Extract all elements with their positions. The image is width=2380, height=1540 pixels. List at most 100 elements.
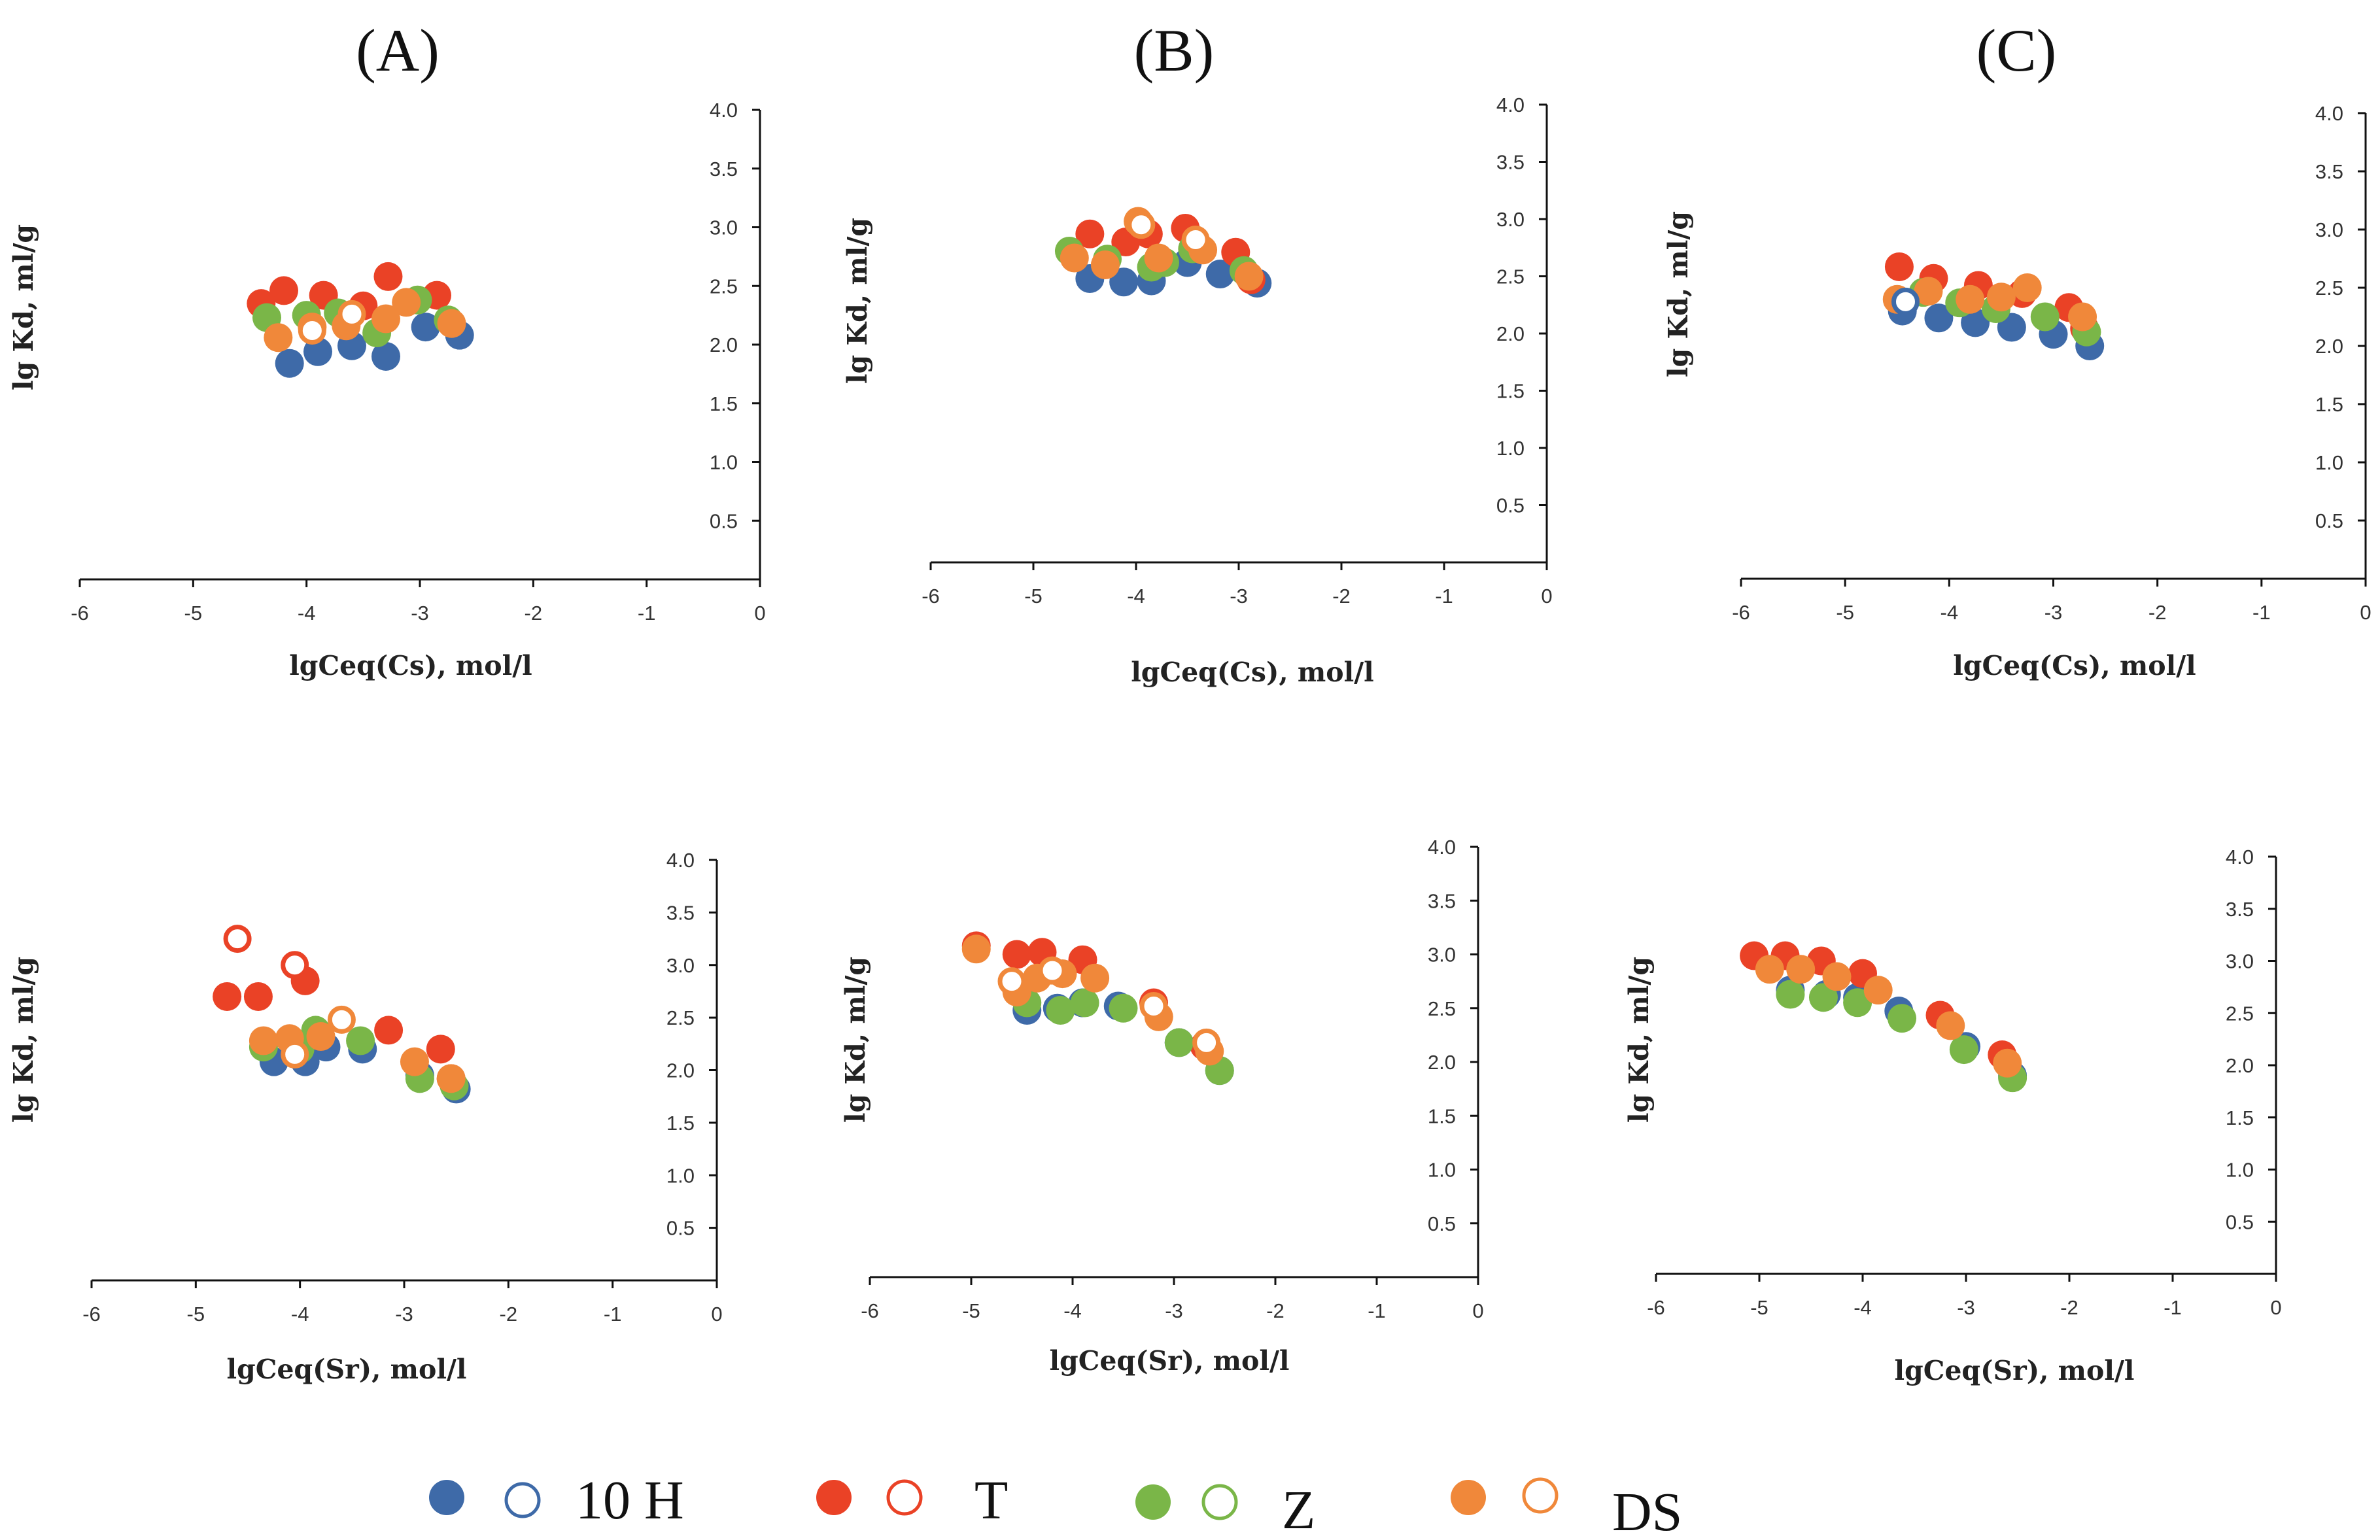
y-axis-label: lg Kd, ml/g (8, 224, 39, 390)
y-tick-label: 0.5 (1428, 1212, 1456, 1235)
data-point-ds (1090, 250, 1120, 279)
x-tick-label: 0 (2360, 601, 2371, 624)
x-tick-label: -5 (1024, 585, 1043, 607)
legend-marker-ds-open (1522, 1477, 1559, 1514)
y-tick-label: 2.0 (2226, 1054, 2254, 1077)
x-tick-label: 0 (2270, 1296, 2281, 1319)
data-point-ds-open (327, 1005, 356, 1034)
data-point-t-open (281, 951, 309, 980)
x-tick-label: -5 (962, 1299, 980, 1322)
chart-panel-5: -6 -5 -4 -3 -2 -1 0 0.5 1.0 1.5 2.0 2.5 3.0 3.5 4.0 lgC… (840, 836, 1484, 1377)
x-tick-label: -6 (71, 602, 89, 625)
x-tick-label: -3 (2044, 601, 2063, 624)
data-point-ds (2012, 273, 2042, 302)
x-tick-label: -2 (2148, 601, 2167, 624)
legend-label-10h: 10 H (576, 1470, 684, 1531)
data-point-ds (1755, 955, 1784, 984)
x-axis-label: lgCeq(Cs), mol/l (1131, 657, 1374, 688)
y-tick-label: 4.0 (666, 849, 695, 872)
data-point-z (1046, 996, 1075, 1025)
y-tick-label: 3.0 (666, 954, 695, 977)
x-axis-label: lgCeq(Sr), mol/l (1894, 1355, 2134, 1386)
x-tick-label: -2 (525, 602, 543, 625)
data-point-ds-open (337, 299, 366, 328)
y-tick-label: 0.5 (2315, 509, 2343, 532)
y-tick-label: 1.5 (2315, 393, 2343, 416)
data-point-z (1070, 988, 1099, 1018)
data-point-10h (411, 313, 440, 342)
data-point-t (426, 1035, 455, 1064)
data-point-z (1888, 1004, 1917, 1033)
y-tick-label: 4.0 (710, 99, 738, 122)
y-tick-label: 0.5 (666, 1217, 695, 1240)
y-tick-label: 4.0 (1496, 94, 1525, 116)
panel-title: (B) (1134, 17, 1215, 84)
y-axis-label: lg Kd, ml/g (840, 957, 871, 1123)
x-tick-label: -1 (2164, 1296, 2182, 1319)
data-point-ds (1986, 282, 2016, 312)
x-tick-label: -6 (861, 1299, 879, 1322)
x-tick-label: 0 (754, 602, 765, 625)
legend-marker-10h-open (504, 1482, 541, 1518)
chart-panel-2: -6 -5 -4 -3 -2 -1 0 0.5 1.0 1.5 2.0 2.5 3.0 3.5 4.0 (B)… (842, 17, 1553, 688)
data-point-t (1075, 219, 1105, 248)
y-tick-label: 2.5 (666, 1006, 695, 1029)
y-tick-label: 1.0 (2315, 451, 2343, 474)
x-tick-label: -1 (604, 1303, 622, 1326)
legend-entry-z: Z (1135, 1480, 1315, 1540)
x-tick-label: -2 (1332, 585, 1351, 607)
data-point-z (2030, 302, 2060, 332)
x-axis-label: lgCeq(Sr), mol/l (1049, 1345, 1289, 1377)
x-tick-label: -4 (1063, 1299, 1082, 1322)
data-point-ds (1060, 243, 1089, 273)
y-tick-label: 2.5 (1496, 265, 1525, 288)
data-point-ds (1144, 243, 1173, 273)
legend: 10 H T Z DS (429, 1470, 1682, 1540)
data-point-z (1109, 993, 1138, 1023)
data-point-ds (1993, 1048, 2022, 1078)
x-tick-label: -6 (1647, 1296, 1665, 1319)
chart-panel-6: -6 -5 -4 -3 -2 -1 0 0.5 1.0 1.5 2.0 2.5 3.0 3.5 4.0 lgC… (1623, 846, 2282, 1386)
legend-marker-10h-filled (429, 1480, 464, 1515)
data-point-ds-open (281, 1040, 309, 1069)
chart-panel-3: -6 -5 -4 -3 -2 -1 0 0.5 1.0 1.5 2.0 2.5 3.0 3.5 4.0 (C)… (1663, 17, 2371, 681)
y-tick-label: 1.0 (2226, 1159, 2254, 1182)
x-tick-label: -2 (1266, 1299, 1285, 1322)
data-point-ds (1786, 955, 1816, 984)
data-point-t (1002, 940, 1031, 969)
legend-entry-t: T (816, 1470, 1008, 1531)
x-tick-label: -5 (1836, 601, 1854, 624)
y-tick-label: 4.0 (1428, 836, 1456, 859)
x-tick-label: -1 (638, 602, 656, 625)
data-point-ds (392, 288, 421, 317)
x-tick-label: -4 (291, 1303, 309, 1326)
x-tick-label: 0 (1472, 1299, 1483, 1322)
x-tick-label: -1 (1368, 1299, 1386, 1322)
y-tick-label: 0.5 (1496, 494, 1525, 517)
legend-marker-t-filled (816, 1480, 852, 1515)
x-axis-label: lgCeq(Sr), mol/l (226, 1354, 466, 1385)
data-point-ds (306, 1022, 336, 1052)
y-tick-label: 3.0 (2226, 950, 2254, 973)
y-tick-label: 2.5 (1428, 997, 1456, 1020)
data-point-ds-open (1192, 1028, 1221, 1057)
panel-title: (C) (1976, 17, 2057, 84)
legend-entry-ds: DS (1451, 1477, 1682, 1540)
y-tick-label: 1.5 (710, 392, 738, 415)
y-tick-label: 3.5 (2226, 898, 2254, 921)
y-axis-label: lg Kd, ml/g (842, 218, 873, 384)
data-point-ds (1914, 277, 1943, 306)
y-tick-label: 2.0 (1496, 322, 1525, 345)
data-point-ds (1863, 976, 1893, 1005)
y-tick-label: 2.5 (2315, 277, 2343, 299)
y-tick-label: 1.5 (2226, 1106, 2254, 1129)
y-tick-label: 0.5 (2226, 1210, 2254, 1233)
x-tick-label: -4 (1940, 601, 1959, 624)
x-tick-label: -3 (1957, 1296, 1975, 1319)
y-tick-label: 3.0 (2315, 218, 2343, 241)
data-point-z (1949, 1035, 1978, 1065)
legend-marker-ds-filled (1451, 1480, 1486, 1515)
x-tick-label: -4 (298, 602, 316, 625)
y-tick-label: 1.5 (1496, 380, 1525, 403)
chart-panel-1: -6 -5 -4 -3 -2 -1 0 0.5 1.0 1.5 2.0 2.5 3.0 3.5 4.0 (A)… (8, 17, 766, 681)
